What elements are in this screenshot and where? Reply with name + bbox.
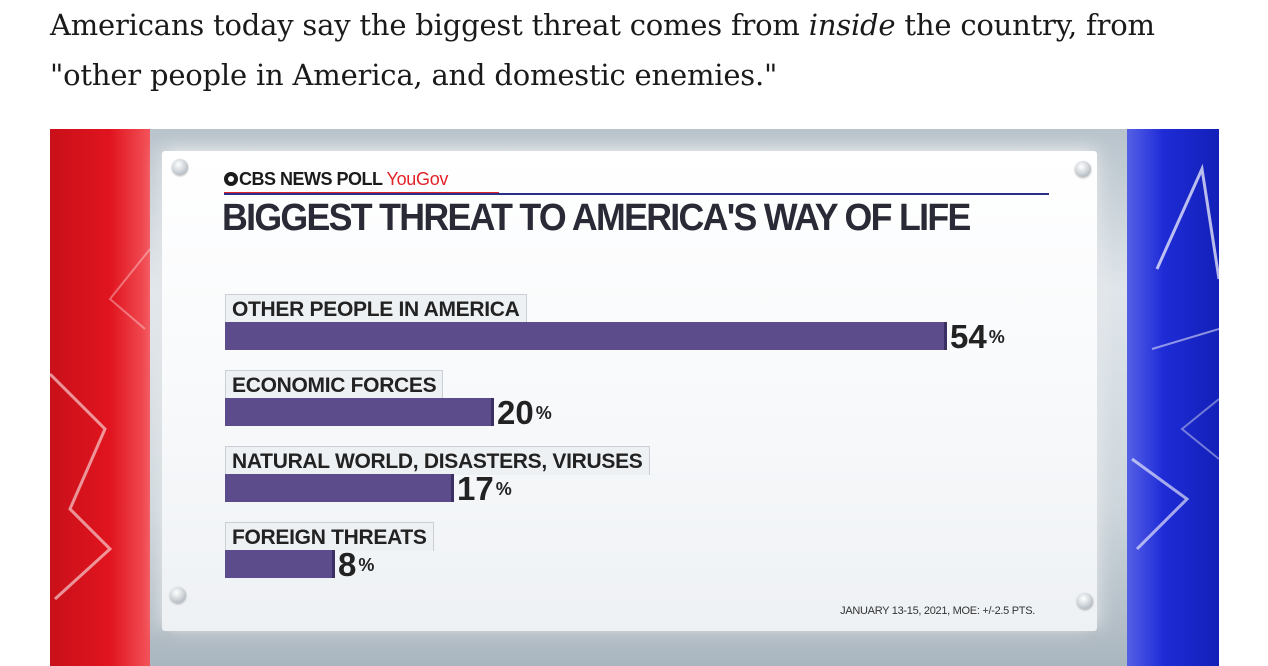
poll-graphic-image: CBS NEWS POLL YouGov BIGGEST THREAT TO AM… — [50, 129, 1219, 666]
cbs-eye-icon — [224, 172, 238, 186]
bar-value: 17 — [457, 470, 494, 507]
screw-icon — [1077, 593, 1093, 609]
bar — [225, 474, 454, 502]
blue-side-backdrop — [1127, 129, 1219, 666]
star-outline-left-icon — [50, 248, 150, 601]
brand-partner: YouGov — [386, 169, 449, 189]
bar-label: FOREIGN THREATS — [225, 522, 434, 551]
percent-sign: % — [535, 403, 552, 423]
bar-value-label: 20% — [497, 396, 552, 430]
bar-value-label: 17% — [457, 472, 512, 506]
chart-title: BIGGEST THREAT TO AMERICA'S WAY OF LIFE — [222, 197, 971, 239]
bar-value: 8 — [338, 546, 357, 583]
percent-sign: % — [358, 555, 375, 575]
bar-value-label: 54% — [950, 320, 1005, 354]
screw-icon — [170, 587, 186, 603]
bar-value: 54 — [950, 318, 987, 355]
bar-label: OTHER PEOPLE IN AMERICA — [225, 294, 527, 323]
star-outline-right-icon — [1131, 163, 1219, 551]
article-text-emphasis: inside — [808, 8, 896, 42]
poll-brand: CBS NEWS POLL YouGov — [224, 169, 448, 190]
poll-footnote: JANUARY 13-15, 2021, MOE: +/-2.5 PTS. — [840, 605, 1035, 617]
red-side-backdrop — [50, 129, 150, 666]
article-paragraph: Americans today say the biggest threat c… — [50, 0, 1220, 100]
percent-sign: % — [988, 327, 1005, 347]
screw-icon — [1075, 161, 1091, 177]
bar-label: ECONOMIC FORCES — [225, 370, 444, 399]
bar — [225, 398, 494, 426]
bar — [225, 550, 335, 578]
percent-sign: % — [495, 479, 512, 499]
article-text-before: Americans today say the biggest threat c… — [50, 8, 809, 42]
brand-name: CBS NEWS POLL — [239, 169, 383, 189]
poll-panel: CBS NEWS POLL YouGov BIGGEST THREAT TO AM… — [162, 151, 1097, 631]
bar-value-label: 8% — [338, 548, 374, 582]
screw-icon — [172, 159, 188, 175]
bar-label: NATURAL WORLD, DISASTERS, VIRUSES — [225, 446, 650, 475]
bar — [225, 322, 947, 350]
brand-divider — [224, 192, 1049, 195]
article-text-after: the country, from "other people in Ameri… — [50, 8, 1155, 92]
bar-value: 20 — [497, 394, 534, 431]
